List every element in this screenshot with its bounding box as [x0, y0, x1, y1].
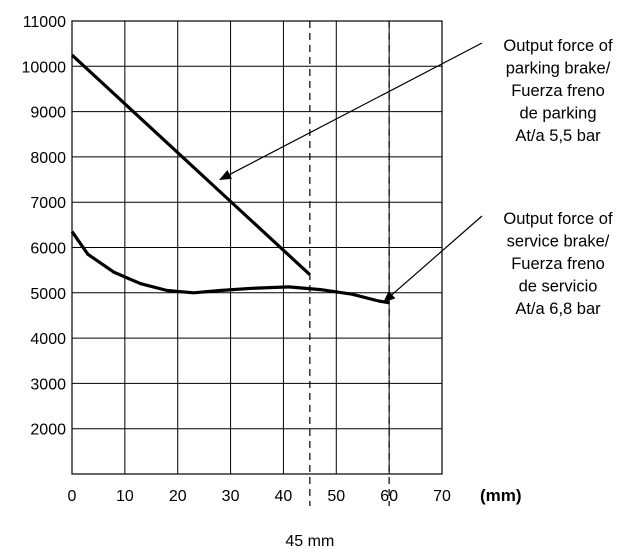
y-tick-label-11000: 11000: [23, 14, 66, 31]
annotation-service: Output force of service brake/Fuerza fren…: [503, 210, 613, 318]
y-tick-label-9000: 9000: [30, 105, 66, 122]
marker-45-label: 45 mm: [285, 533, 334, 549]
y-tick-label-4000: 4000: [30, 331, 66, 348]
annotation-service-line: de servicio: [519, 278, 598, 296]
y-tick-label-5000: 5000: [30, 286, 66, 303]
grid-lines: [71, 20, 443, 475]
x-tick-label-20: 20: [169, 488, 187, 505]
y-tick-label-2000: 2000: [30, 422, 66, 439]
annotation-parking-line: de parking: [519, 105, 596, 123]
annotation-service-line: Fuerza freno: [511, 255, 605, 273]
series-line-parking: [70, 53, 311, 276]
series-lines: [70, 53, 390, 305]
x-tick-label-60: 60: [380, 488, 398, 505]
plot-frame: [71, 20, 443, 475]
annotation-service-line: service brake/: [507, 233, 610, 251]
annotation-service-line: Output force of: [503, 210, 613, 228]
x-tick-labels: 0 10 20 30 40 50 60 70: [68, 488, 451, 505]
annotation-parking-line: Fuerza freno: [511, 82, 605, 100]
annotation-arrow-parking: [219, 42, 483, 181]
annotation-service-line: At/a 6,8 bar: [515, 300, 601, 318]
series-line-service: [70, 230, 390, 305]
annotation-parking-line: parking brake/: [506, 60, 611, 78]
annotation-parking-line: At/a 5,5 bar: [515, 127, 601, 145]
x-tick-label-0: 0: [68, 488, 77, 505]
x-axis-unit-label: (mm): [480, 486, 522, 505]
x-tick-label-10: 10: [116, 488, 134, 505]
dashed-markers: [309, 21, 390, 506]
x-tick-label-50: 50: [327, 488, 345, 505]
x-tick-label-40: 40: [275, 488, 293, 505]
x-tick-label-30: 30: [222, 488, 240, 505]
y-tick-label-3000: 3000: [30, 376, 66, 393]
annotation-parking: Output force of parking brake/Fuerza fren…: [503, 37, 613, 145]
x-tick-label-70: 70: [433, 488, 451, 505]
annotation-parking-line: Output force of: [503, 37, 613, 55]
y-tick-labels: 2000 3000 4000 5000 6000 7000 8000 9000 10000 110…: [22, 14, 67, 439]
annotation-arrow-service: [383, 215, 483, 303]
annotations: Output force of parking brake/Fuerza fren…: [219, 37, 613, 318]
y-tick-label-8000: 8000: [30, 150, 66, 167]
y-tick-label-10000: 10000: [22, 59, 67, 76]
y-tick-label-7000: 7000: [30, 195, 66, 212]
y-tick-label-6000: 6000: [30, 241, 66, 258]
